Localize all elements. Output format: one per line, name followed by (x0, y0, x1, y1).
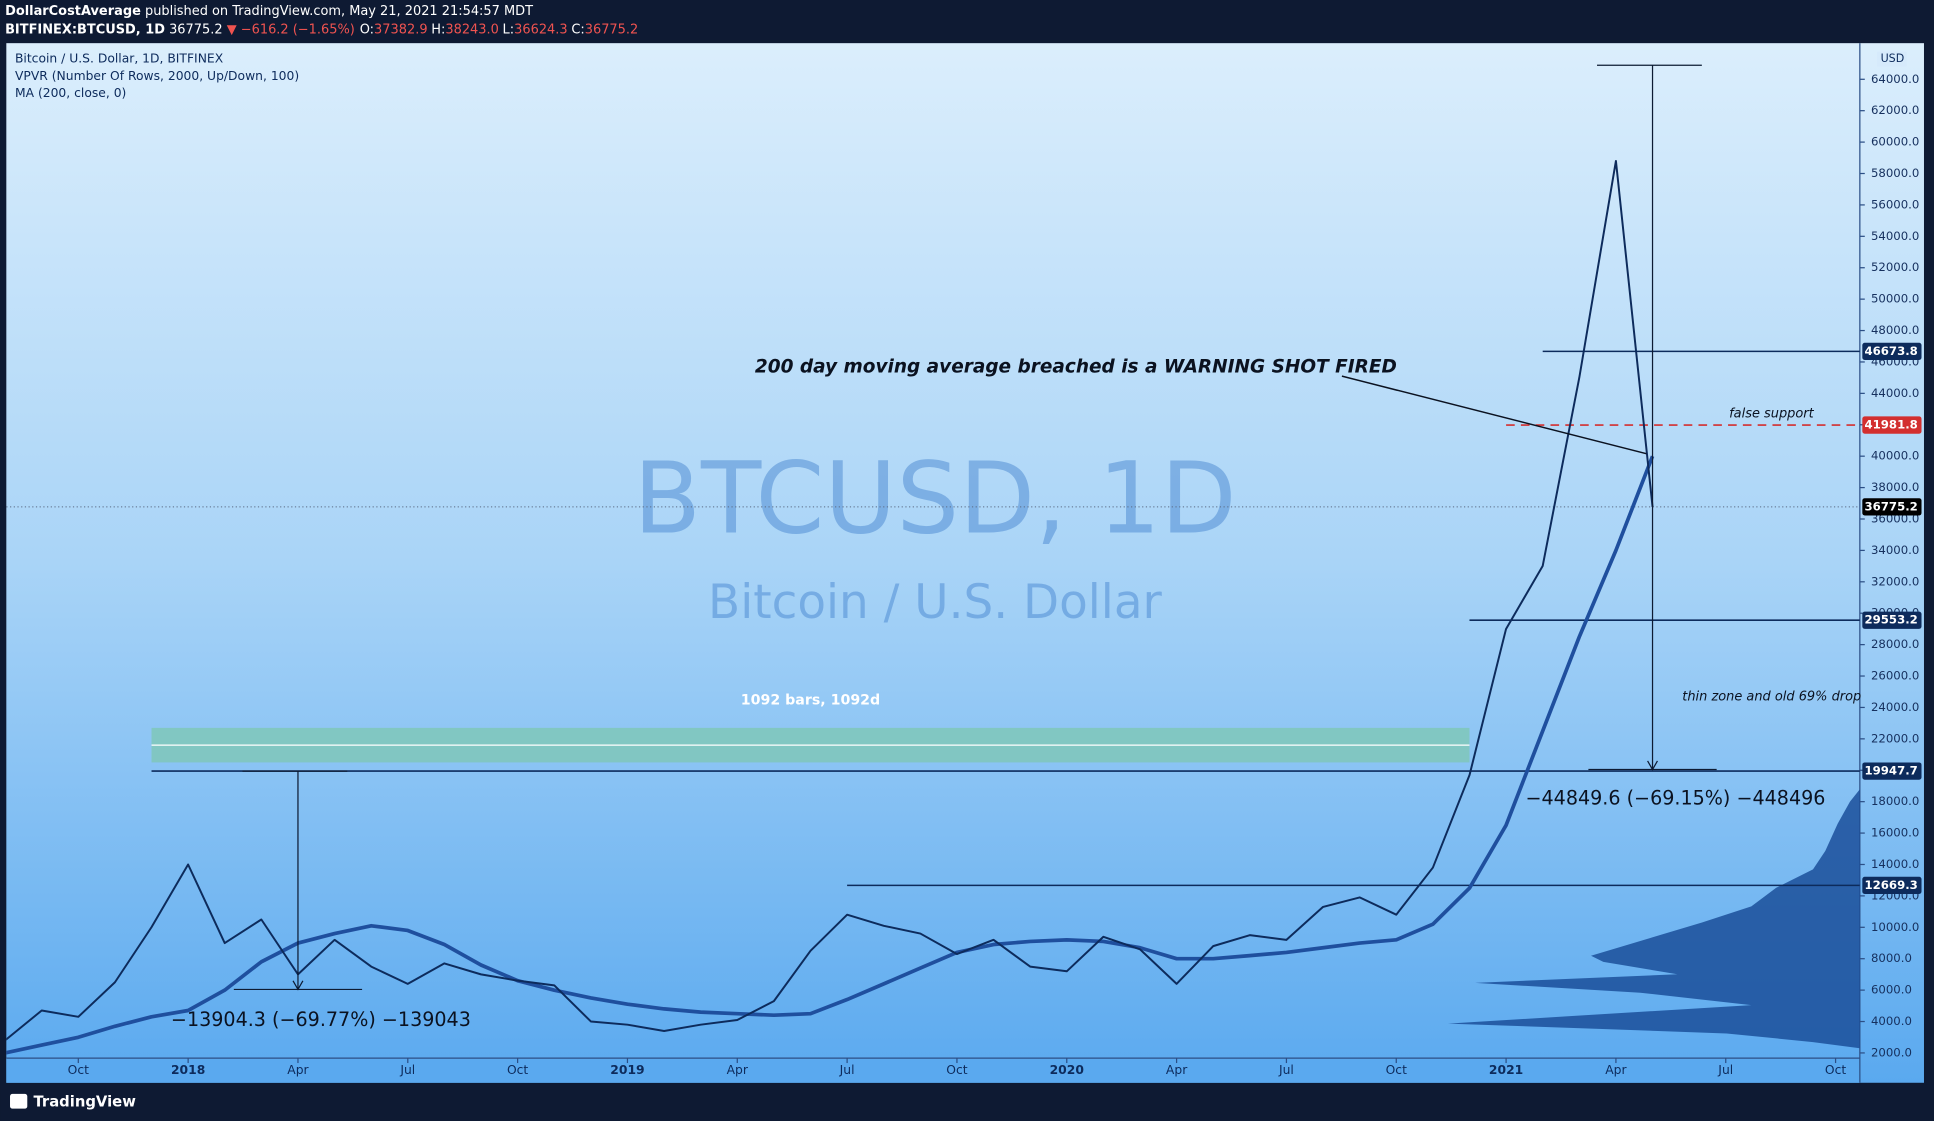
price-label: 46673.8 (1865, 344, 1918, 358)
x-tick-label: Oct (1825, 1063, 1846, 1077)
y-tick-label: 60000.0 (1871, 135, 1919, 149)
price-label-box (1862, 611, 1922, 629)
price-label-box (1862, 876, 1922, 895)
price-label: 19947.7 (1865, 764, 1918, 778)
header-line: DollarCostAverage published on TradingVi… (5, 4, 533, 19)
y-tick-label: 6000.0 (1871, 983, 1912, 997)
x-tick-label: 2018 (171, 1063, 205, 1077)
price-label-box (1862, 498, 1922, 516)
x-tick-label: Oct (507, 1063, 528, 1077)
y-tick-label: 26000.0 (1871, 669, 1919, 683)
ohlc-label: L: (503, 22, 515, 37)
x-tick-label: Oct (946, 1063, 967, 1077)
y-tick-label: 54000.0 (1871, 229, 1919, 243)
x-tick-label: Apr (1605, 1063, 1627, 1077)
price-label-box (1862, 416, 1922, 434)
ohlc-label: O: (360, 22, 374, 37)
y-tick-label: 28000.0 (1871, 637, 1919, 651)
price-label: 29553.2 (1865, 613, 1918, 627)
ohlc-label: H: (431, 22, 445, 37)
price-label: 12669.3 (1865, 878, 1918, 892)
ohlc-value: 37382.9 (374, 22, 427, 37)
price-label: 36775.2 (1865, 499, 1918, 513)
warning-annotation: 200 day moving average breached is a WAR… (755, 357, 1397, 378)
ohlc-label: C: (571, 22, 584, 37)
ohlc-value: 36775.2 (585, 22, 639, 37)
x-tick-label: Apr (1166, 1063, 1188, 1077)
x-tick-label: Jul (399, 1063, 415, 1077)
x-tick-label: 2020 (1050, 1063, 1084, 1077)
plot-background (6, 43, 1924, 1083)
price-label-box (1862, 762, 1922, 780)
unit-box (1877, 51, 1907, 67)
overlay: 1092 bars, 1092d −13904.3 (−69.77%) −1390… (171, 357, 1861, 1031)
x-tick-label: Apr (287, 1063, 309, 1077)
arrow-head (1647, 760, 1658, 771)
watermark-symbol: BTCUSD, 1D (633, 441, 1236, 556)
y-tick-label: 16000.0 (1871, 826, 1919, 840)
y-tick-label: 24000.0 (1871, 700, 1919, 714)
x-tick-label: 2019 (610, 1063, 644, 1077)
measure-label: −44849.6 (−69.15%) −448496 (1526, 787, 1826, 810)
published: published on TradingView.com, May 21, 20… (145, 4, 533, 19)
last-price: 36775.2 (169, 22, 223, 37)
price-change: ▼ −616.2 (−1.65%) (227, 22, 355, 37)
symbol: BITFINEX:BTCUSD, 1D (5, 22, 165, 37)
y-tick-label: 38000.0 (1871, 480, 1919, 494)
y-tick-label: 52000.0 (1871, 260, 1919, 274)
footer-logo: TradingView (10, 1094, 136, 1111)
y-tick-label: 40000.0 (1871, 449, 1919, 463)
arrow-head (292, 980, 304, 991)
y-tick-label: 22000.0 (1871, 731, 1919, 745)
y-tick-label: 48000.0 (1871, 323, 1919, 337)
x-tick-label: Apr (727, 1063, 749, 1077)
legend-entry: MA (200, close, 0) (15, 86, 126, 100)
y-tick-label: 2000.0 (1871, 1045, 1912, 1059)
x-tick-label: Jul (839, 1063, 855, 1077)
logo-icon[interactable] (10, 1093, 28, 1109)
plot-area (6, 64, 1860, 1055)
y-tick-label: 32000.0 (1871, 574, 1919, 588)
ohlc-value: 36624.3 (514, 22, 568, 37)
y-tick-label: 8000.0 (1871, 951, 1912, 965)
y-tick-label: 14000.0 (1871, 857, 1919, 871)
y-tick-label: 10000.0 (1871, 920, 1919, 934)
x-tick-label: Jul (1278, 1063, 1294, 1077)
date-range-label: 1092 bars, 1092d (741, 693, 880, 709)
publisher: DollarCostAverage (5, 4, 141, 19)
legend-entry: VPVR (Number Of Rows, 2000, Up/Down, 100… (15, 69, 299, 83)
time-axis (6, 1058, 1860, 1083)
y-tick-label: 50000.0 (1871, 292, 1919, 306)
y-tick-label: 56000.0 (1871, 197, 1919, 211)
x-tick-label: 2021 (1489, 1063, 1523, 1077)
footer-brand[interactable]: TradingView (33, 1094, 136, 1111)
false-support-note: false support (1729, 406, 1814, 421)
y-tick-label: 64000.0 (1871, 72, 1919, 86)
x-tick-label: Oct (1386, 1063, 1407, 1077)
x-tick-label: Oct (68, 1063, 89, 1077)
ohlc-value: 38243.0 (445, 22, 499, 37)
y-tick-label: 44000.0 (1871, 386, 1919, 400)
x-tick-label: Jul (1717, 1063, 1733, 1077)
measure-label: −13904.3 (−69.77%) −139043 (171, 1008, 471, 1031)
price-label: 41981.8 (1865, 418, 1918, 432)
symbol-line: BITFINEX:BTCUSD, 1D 36775.2 ▼ −616.2 (−1… (5, 22, 638, 37)
price-label-box (1862, 342, 1922, 361)
volume-profile (1447, 789, 1860, 1049)
price-line (6, 159, 1654, 1041)
legend-entry: Bitcoin / U.S. Dollar, 1D, BITFINEX (15, 52, 224, 66)
thin-zone-note: thin zone and old 69% drop (1682, 689, 1861, 704)
y-tick-label: 34000.0 (1871, 543, 1919, 557)
moving-average (6, 455, 1655, 1055)
watermark-name: Bitcoin / U.S. Dollar (708, 576, 1163, 630)
y-tick-label: 4000.0 (1871, 1014, 1912, 1028)
y-unit: USD (1881, 52, 1905, 65)
warning-pointer (1341, 375, 1647, 455)
y-tick-label: 18000.0 (1871, 794, 1919, 808)
y-tick-label: 58000.0 (1871, 166, 1919, 180)
y-tick-label: 62000.0 (1871, 103, 1919, 117)
